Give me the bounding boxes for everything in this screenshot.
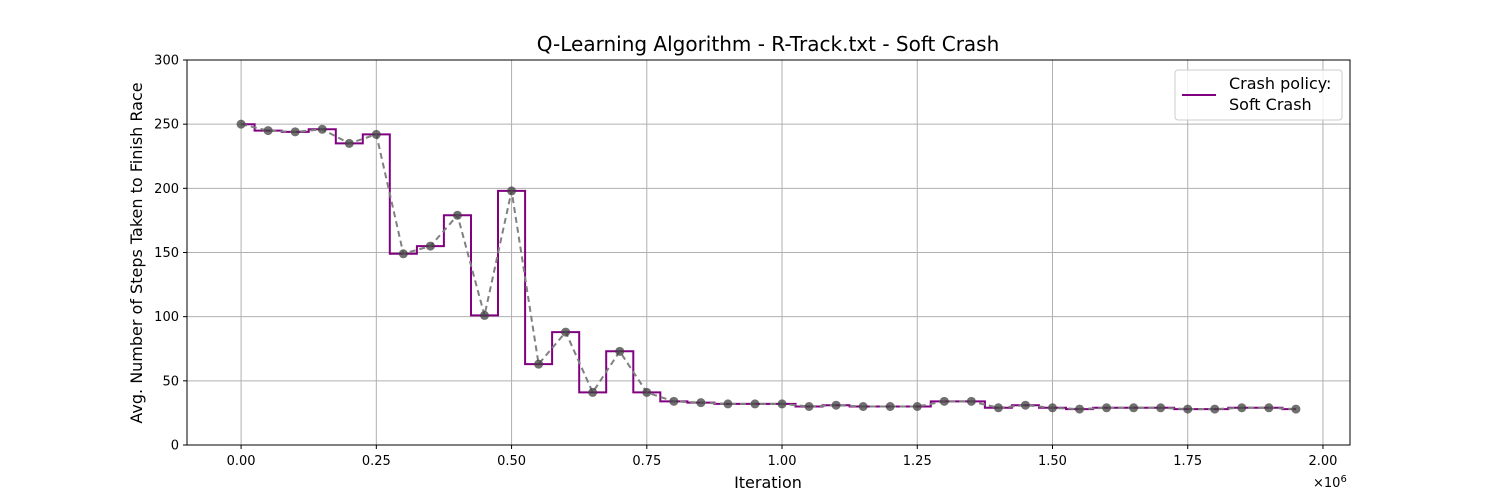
x-axis-label: Iteration (734, 473, 802, 492)
x-tick-label: 0.00 (227, 454, 256, 469)
data-point-marker (1237, 403, 1247, 413)
legend-box (1174, 69, 1343, 121)
data-point-marker (777, 399, 787, 409)
data-point-marker (804, 402, 814, 411)
y-tick-label: 200 (154, 182, 179, 197)
data-point-marker (966, 396, 976, 406)
y-axis-label: Avg. Number of Steps Taken to Finish Rac… (127, 82, 146, 423)
data-point-marker (344, 138, 354, 148)
data-point-marker (425, 241, 435, 251)
data-point-marker (669, 396, 679, 406)
data-point-marker (263, 126, 273, 136)
x-tick-label: 1.75 (1173, 454, 1202, 469)
series-group (236, 119, 1301, 414)
data-point-marker (561, 327, 571, 337)
x-tick-label: 1.00 (768, 454, 797, 469)
data-point-marker (615, 346, 625, 356)
data-point-marker (507, 186, 517, 196)
step-series-line (241, 123, 1296, 411)
data-point-marker (939, 396, 949, 406)
data-point-marker (236, 119, 246, 129)
data-point-marker (642, 387, 652, 397)
y-tick-label: 300 (154, 54, 179, 69)
legend-label-line2: Soft Crash (1229, 95, 1312, 114)
legend-label-line1: Crash policy: (1229, 74, 1331, 93)
data-point-marker (912, 402, 922, 411)
data-point-marker (588, 387, 598, 397)
data-point-marker (858, 402, 868, 411)
y-tick-label: 0 (171, 439, 179, 454)
data-point-marker (1210, 404, 1220, 414)
data-point-marker (696, 398, 706, 408)
chart-title: Q-Learning Algorithm - R-Track.txt - Sof… (537, 32, 1000, 56)
data-point-marker (1291, 404, 1301, 414)
data-point-marker (1020, 400, 1030, 410)
x-axis-multiplier: ×106 (1313, 474, 1347, 491)
data-point-marker (480, 310, 490, 320)
y-tick-label: 150 (154, 246, 179, 261)
x-tick-label: 1.50 (1038, 454, 1067, 469)
data-point-marker (750, 399, 760, 409)
data-point-marker (831, 400, 841, 410)
x-tick-label: 0.25 (362, 454, 391, 469)
data-point-marker (290, 127, 300, 137)
data-point-marker (1129, 403, 1139, 413)
data-point-marker (885, 402, 895, 411)
data-point-marker (452, 210, 462, 220)
data-point-marker (723, 399, 733, 409)
data-point-marker (1156, 403, 1166, 413)
data-point-marker (1102, 403, 1112, 413)
data-point-marker (1047, 403, 1057, 413)
data-point-marker (534, 359, 544, 369)
y-tick-label: 100 (154, 310, 179, 325)
x-tick-label: 1.25 (903, 454, 932, 469)
data-point-marker (993, 403, 1003, 413)
data-point-marker (398, 249, 408, 259)
legend: Crash policy: Soft Crash (1174, 69, 1343, 121)
y-tick-label: 250 (154, 118, 179, 133)
x-tick-label: 0.50 (497, 454, 526, 469)
x-tick-label: 2.00 (1308, 454, 1337, 469)
axis-ticks: 0.00 0.25 0.50 0.75 1.00 1.25 1.50 1.75 2.00 0 50 1… (154, 54, 1337, 470)
data-point-marker (1075, 404, 1085, 414)
x-tick-label: 0.75 (632, 454, 661, 469)
data-point-marker (317, 124, 327, 134)
y-tick-label: 50 (162, 374, 179, 389)
dashed-series-line (240, 123, 1296, 411)
data-point-marker (1264, 403, 1274, 413)
data-point-marker (371, 129, 381, 139)
data-point-marker (1183, 404, 1193, 414)
